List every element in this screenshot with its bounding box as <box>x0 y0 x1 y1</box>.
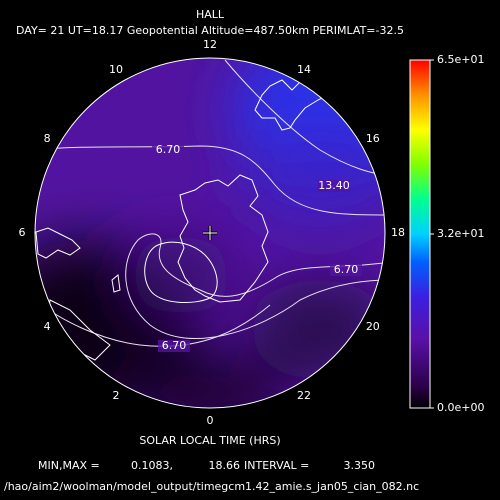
hour-tick-label: 4 <box>44 320 51 333</box>
contour-label-bg <box>158 340 190 352</box>
min-value: 0.1083, <box>131 459 173 472</box>
colorbar-tick-label: 0.0e+00 <box>437 401 484 414</box>
field <box>35 58 385 408</box>
hour-tick-label: 12 <box>203 38 217 51</box>
contour-label-bg <box>330 264 362 276</box>
hour-tick-label: 18 <box>391 226 405 239</box>
chart-subtitle: DAY= 21 UT=18.17 Geopotential Altitude=4… <box>16 24 404 37</box>
chart-title: HALL <box>196 8 225 21</box>
colorbar-tick-label: 6.5e+01 <box>437 53 484 66</box>
coastline <box>35 227 81 259</box>
file-path: /hao/aim2/woolman/model_output/timegcm1.… <box>4 480 419 493</box>
coastline <box>111 274 121 293</box>
minmax-label: MIN,MAX = <box>38 459 100 472</box>
hour-tick-label: 14 <box>297 63 311 76</box>
hour-tick-label: 16 <box>366 132 380 145</box>
max-value: 18.66 <box>209 459 241 472</box>
colorbar-tick-label: 3.2e+01 <box>437 227 484 240</box>
contour-line <box>125 233 385 339</box>
hour-tick-label: 2 <box>113 389 120 402</box>
hour-tick-label: 10 <box>109 63 123 76</box>
contour-label: 6.70 <box>334 263 359 276</box>
pole-marker <box>203 226 217 240</box>
hour-tick-label: 6 <box>19 226 26 239</box>
contour-label-bg <box>152 144 184 156</box>
hour-tick-label: 22 <box>297 389 311 402</box>
coastline <box>144 241 218 303</box>
contour-line <box>35 145 385 216</box>
contour-line <box>224 59 385 176</box>
coastline <box>177 174 269 303</box>
colorbar <box>409 59 431 409</box>
interval-value: 3.350 <box>344 459 376 472</box>
contour-line <box>35 299 271 347</box>
hour-tick-label: 20 <box>366 320 380 333</box>
hour-tick-label: 0 <box>207 414 214 427</box>
hour-tick-label: 8 <box>44 132 51 145</box>
x-axis-label: SOLAR LOCAL TIME (HRS) <box>139 434 280 447</box>
contour-label: 6.70 <box>162 339 187 352</box>
contour-label: 13.40 <box>318 179 350 192</box>
interval-label: INTERVAL = <box>244 459 309 472</box>
contour-label: 6.70 <box>156 143 181 156</box>
plot-border <box>34 57 386 409</box>
contour-label-bg <box>318 180 350 192</box>
